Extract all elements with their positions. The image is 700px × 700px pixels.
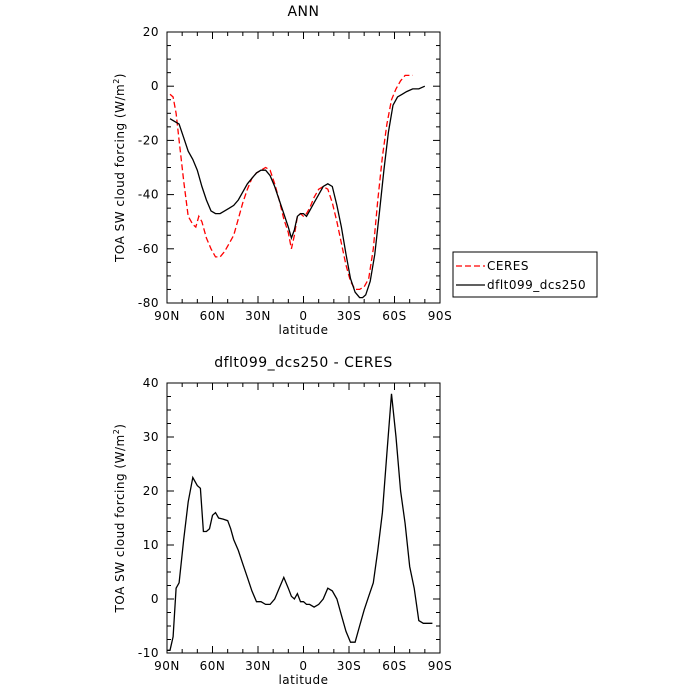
legend-box [452,251,598,298]
y-tick-label: 0 [151,592,159,606]
x-tick-label: 90N [154,309,180,323]
x-tick-label: 90S [428,659,452,673]
y-axis-label: TOA SW cloud forcing (W/m2) [112,424,127,614]
y-tick-label: 30 [143,430,159,444]
plot-frame [166,382,441,654]
y-tick-label: 40 [143,376,159,390]
x-axis-label: latitude [278,323,328,337]
y-axis-label: TOA SW cloud forcing (W/m2) [112,73,127,263]
chart-panel-2: 90N 60N 30N 0 30S 60S 90S -10 0 10 20 30 40 dflt099_d… [112,355,452,687]
x-axis-label: latitude [278,673,328,687]
x-tick-label: 0 [299,309,307,323]
x-tick-label: 60S [382,659,406,673]
x-tick-label: 90S [428,309,452,323]
y-axis-label-tail: ) [113,73,127,78]
y-axis-label-main: TOA SW cloud forcing (W/m [113,434,127,613]
y-axis-label-tail: ) [113,424,127,429]
legend: CERES dflt099_dcs250 [452,251,598,298]
series-line-ceres [169,74,413,291]
chart-title: dflt099_dcs250 - CERES [214,355,393,371]
y-tick-label: 20 [143,25,159,39]
series-line-dflt099_dcs250 [169,85,426,299]
plot-frame [166,31,441,304]
x-tick-label: 30N [245,659,271,673]
y-axis-label-superscript: 2 [112,78,121,84]
x-tick-label: 30S [337,659,361,673]
y-axis-label-main: TOA SW cloud forcing (W/m [113,84,127,263]
x-tick-label: 30S [337,309,361,323]
y-tick-label: 0 [151,79,159,93]
chart-title: ANN [287,4,319,20]
y-tick-label: -40 [138,188,159,202]
x-tick-label: 60S [382,309,406,323]
y-tick-label: -60 [138,242,159,256]
legend-label: CERES [487,259,529,273]
x-tick-label: 0 [299,659,307,673]
y-tick-label: 20 [143,484,159,498]
x-tick-label: 30N [245,309,271,323]
y-tick-label: -20 [138,133,159,147]
x-tick-label: 90N [154,659,180,673]
difference-series-line [167,393,433,651]
x-tick-label: 60N [200,659,226,673]
y-tick-label: 10 [143,538,159,552]
y-tick-label: -10 [138,646,159,660]
y-tick-label: -80 [138,296,159,310]
legend-label: dflt099_dcs250 [487,278,586,292]
x-tick-label: 60N [200,309,226,323]
y-axis-label-superscript: 2 [112,429,121,435]
chart-panel-1: 90N 60N 30N 0 30S 60S 90S -80 -60 -40 -20 0 20 ANN lat… [112,4,598,337]
